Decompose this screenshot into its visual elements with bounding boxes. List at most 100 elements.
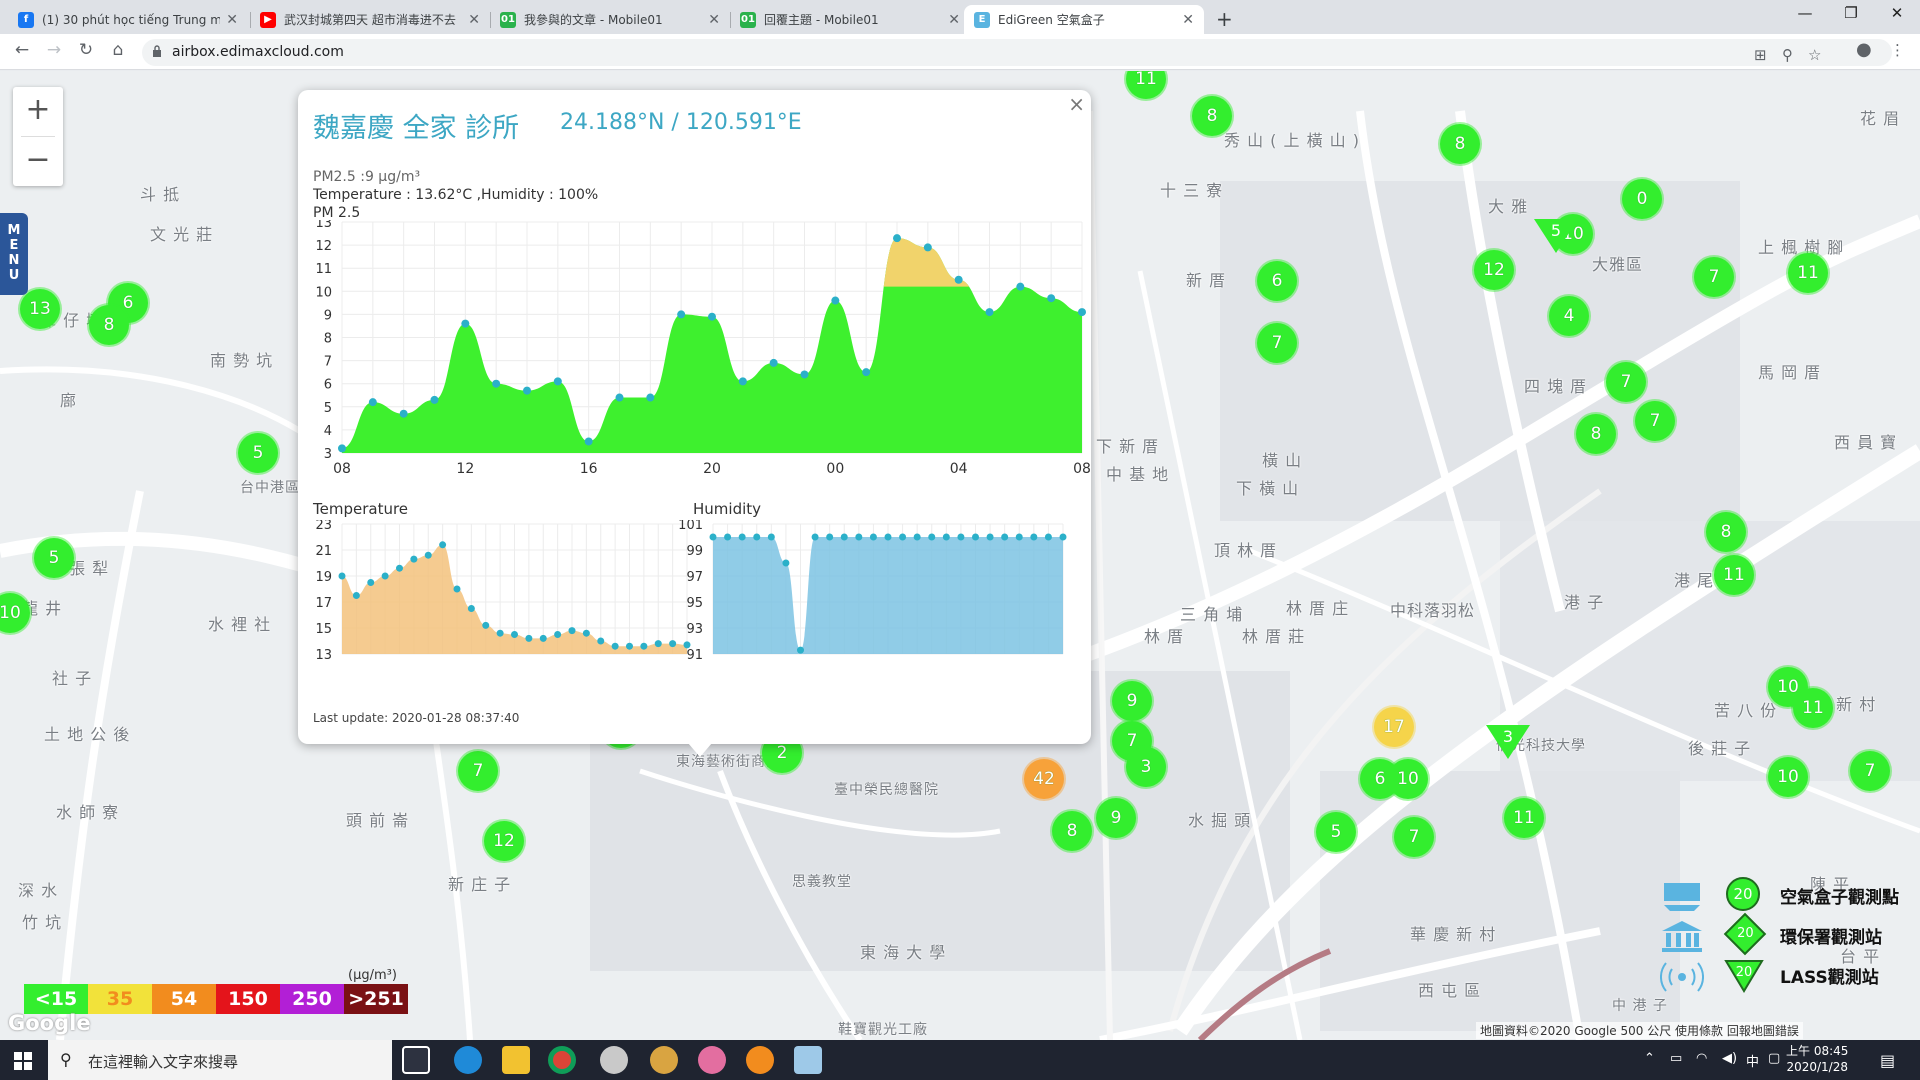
sensor-marker[interactable]: 9 [1112, 681, 1152, 721]
sensor-marker[interactable]: 12 [484, 821, 524, 861]
home-icon[interactable]: ⌂ [112, 40, 124, 60]
zoom-in-button[interactable]: + [25, 92, 51, 127]
file-explorer-icon[interactable] [502, 1046, 530, 1074]
sensor-marker[interactable]: 10 [1768, 757, 1808, 797]
sensor-marker[interactable]: 6 [1257, 261, 1297, 301]
data-point[interactable] [338, 572, 346, 580]
chrome-menu-icon[interactable]: ⋮ [1890, 41, 1905, 59]
data-point[interactable] [568, 627, 576, 635]
reload-icon[interactable]: ↻ [78, 40, 94, 60]
data-point[interactable] [724, 533, 732, 541]
app-lion-icon[interactable] [650, 1046, 678, 1074]
new-tab-button[interactable]: + [1216, 7, 1233, 31]
sensor-marker[interactable]: 5 [1316, 812, 1356, 852]
data-point[interactable] [1044, 533, 1052, 541]
data-point[interactable] [523, 386, 531, 395]
sensor-marker[interactable]: 7 [1394, 817, 1434, 857]
minimize-icon[interactable]: — [1797, 4, 1813, 22]
data-point[interactable] [626, 642, 633, 650]
data-point[interactable] [539, 634, 547, 642]
data-point[interactable] [753, 533, 761, 541]
data-point[interactable] [855, 533, 863, 541]
data-point[interactable] [511, 631, 518, 638]
translate-icon[interactable]: ⊞ [1754, 46, 1767, 64]
data-point[interactable] [611, 642, 619, 650]
forward-icon[interactable]: → [46, 40, 62, 60]
data-point[interactable] [928, 533, 936, 541]
data-point[interactable] [797, 646, 804, 654]
data-point[interactable] [1015, 533, 1023, 541]
task-view-icon[interactable] [402, 1046, 430, 1074]
data-point[interactable] [430, 395, 439, 404]
sensor-marker[interactable]: 8 [1052, 811, 1092, 851]
data-point[interactable] [492, 379, 501, 388]
data-point[interactable] [582, 629, 590, 637]
sensor-marker[interactable]: 42 [1024, 759, 1064, 799]
sensor-marker[interactable]: 5 [238, 433, 278, 473]
data-point[interactable] [1059, 533, 1067, 541]
close-tab-icon[interactable]: ✕ [708, 11, 720, 28]
data-point[interactable] [1001, 533, 1009, 541]
data-point[interactable] [708, 312, 716, 321]
data-point[interactable] [884, 533, 892, 541]
data-point[interactable] [957, 533, 965, 541]
edge-browser-icon[interactable] [454, 1046, 482, 1074]
browser-tab[interactable]: 01 我參與的文章 - Mobile01 ✕ [490, 5, 730, 34]
browser-tab[interactable]: 01 回覆主題 - Mobile01 ✕ [730, 5, 970, 34]
data-point[interactable] [709, 533, 717, 541]
data-point[interactable] [654, 640, 662, 648]
data-point[interactable] [767, 533, 775, 541]
close-popup-button[interactable]: × [1068, 92, 1085, 116]
data-point[interactable] [677, 310, 686, 319]
data-point[interactable] [368, 398, 377, 407]
zoom-icon[interactable]: ⚲ [1782, 46, 1793, 64]
sensor-marker[interactable]: 8 [89, 305, 129, 345]
data-point[interactable] [893, 234, 901, 243]
data-point[interactable] [496, 629, 504, 637]
data-point[interactable] [367, 579, 375, 586]
sensor-marker[interactable]: 4 [1549, 296, 1589, 336]
app-window-icon[interactable] [794, 1046, 822, 1074]
sensor-marker[interactable]: 17 [1374, 707, 1414, 747]
data-point[interactable] [811, 533, 819, 541]
browser-tab-active[interactable]: E EdiGreen 空氣盒子 ✕ [964, 5, 1204, 34]
chrome-icon[interactable] [548, 1046, 576, 1074]
sensor-marker[interactable]: 11 [1714, 555, 1754, 595]
sensor-marker[interactable]: 7 [1850, 751, 1890, 791]
data-point[interactable] [352, 592, 360, 599]
sensor-marker[interactable]: 10 [1768, 667, 1808, 707]
data-point[interactable] [923, 243, 932, 252]
sensor-marker[interactable]: 12 [1474, 250, 1514, 290]
data-point[interactable] [424, 551, 432, 559]
browser-tab[interactable]: f (1) 30 phút học tiếng Trung mỗi ✕ [8, 5, 248, 34]
sensor-marker[interactable]: 8 [1192, 96, 1232, 136]
app-paint-icon[interactable] [698, 1046, 726, 1074]
data-point[interactable] [1047, 294, 1056, 303]
data-point[interactable] [640, 642, 648, 650]
close-tab-icon[interactable]: ✕ [468, 11, 480, 28]
profile-icon[interactable]: ● [1856, 39, 1872, 60]
data-point[interactable] [899, 533, 907, 541]
data-point[interactable] [396, 564, 403, 572]
data-point[interactable] [338, 444, 346, 453]
tray-chevron-icon[interactable]: ⌃ [1644, 1051, 1655, 1066]
data-point[interactable] [461, 319, 470, 328]
data-point[interactable] [615, 393, 624, 402]
sensor-marker[interactable]: 8 [1440, 124, 1480, 164]
data-point[interactable] [584, 437, 593, 446]
data-point[interactable] [954, 275, 963, 284]
sensor-marker[interactable]: 3 [1126, 747, 1166, 787]
data-point[interactable] [683, 641, 691, 649]
close-tab-icon[interactable]: ✕ [226, 11, 238, 28]
system-clock[interactable]: 上午 08:45 2020/1/28 [1786, 1043, 1848, 1075]
close-tab-icon[interactable]: ✕ [1182, 11, 1194, 28]
data-point[interactable] [913, 533, 921, 541]
app-compass-icon[interactable] [600, 1046, 628, 1074]
data-point[interactable] [669, 640, 677, 648]
data-point[interactable] [738, 377, 747, 386]
sensor-marker[interactable]: 0 [1622, 179, 1662, 219]
data-point[interactable] [597, 637, 605, 645]
notification-icon[interactable]: ▤ [1880, 1051, 1896, 1070]
keyboard-layout-icon[interactable]: ▢ [1768, 1051, 1781, 1066]
sensor-marker[interactable]: 9 [1096, 798, 1136, 838]
